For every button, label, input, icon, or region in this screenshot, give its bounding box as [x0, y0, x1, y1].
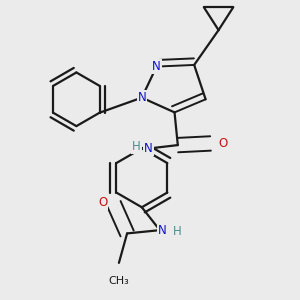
Text: H: H — [132, 140, 141, 153]
Text: CH₃: CH₃ — [109, 276, 129, 286]
Text: H: H — [172, 225, 181, 238]
Text: N: N — [137, 91, 146, 104]
Text: N: N — [158, 224, 167, 237]
Text: O: O — [218, 137, 228, 150]
Text: O: O — [98, 196, 107, 209]
Text: N: N — [152, 60, 161, 73]
Text: N: N — [144, 142, 153, 155]
